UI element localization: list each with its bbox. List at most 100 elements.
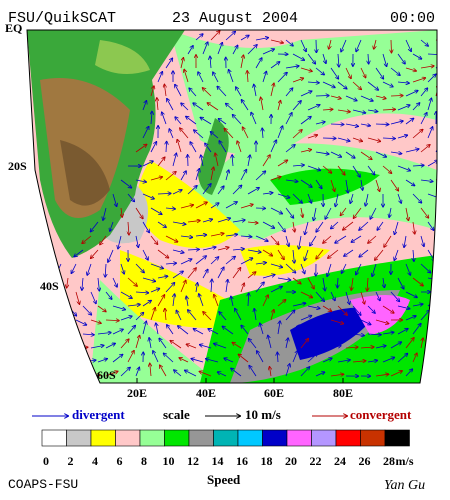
wind-vector <box>375 67 383 79</box>
wind-vector <box>315 67 324 75</box>
wind-vector <box>345 319 356 325</box>
wind-vector <box>322 305 331 311</box>
wind-vector <box>316 221 324 232</box>
wind-vector <box>242 100 249 111</box>
wind-vector <box>307 353 317 363</box>
wind-vector <box>157 249 168 258</box>
wind-vector <box>262 49 274 55</box>
wind-vector <box>198 72 204 83</box>
wind-vector <box>345 95 357 101</box>
wind-vector <box>337 334 349 335</box>
lon-label: 80E <box>333 386 353 400</box>
wind-vector <box>177 140 182 153</box>
wind-vector <box>156 323 158 335</box>
wind-vector <box>165 172 176 181</box>
wind-vector <box>255 263 266 264</box>
colorbar-swatch <box>139 429 165 447</box>
wind-vector <box>127 304 140 306</box>
wind-vector <box>342 263 347 273</box>
wind-vector <box>316 249 324 259</box>
legend-divergent: divergent <box>72 407 125 422</box>
wind-vector <box>191 359 204 363</box>
wind-vector <box>105 320 119 321</box>
wind-vector <box>337 360 350 362</box>
wind-vector <box>368 53 369 64</box>
colorbar-label: 28 <box>383 454 395 468</box>
wind-vector <box>360 67 366 77</box>
wind-vector <box>127 277 137 286</box>
wind-vector <box>412 103 420 111</box>
wind-vector <box>277 160 287 167</box>
wind-vector <box>262 221 274 228</box>
wind-vector <box>180 281 186 293</box>
wind-vector <box>201 155 204 167</box>
wind-vector <box>217 218 230 223</box>
colorbar-label: 16 <box>236 454 248 468</box>
colorbar-label: 2 <box>68 454 74 468</box>
wind-vector <box>52 360 63 362</box>
wind-vector <box>270 207 282 214</box>
wind-vector <box>224 358 234 363</box>
wind-vector <box>375 374 389 376</box>
wind-vector <box>215 153 219 167</box>
wind-vector <box>135 367 139 377</box>
wind-vector <box>404 235 406 247</box>
wind-vector <box>292 277 301 284</box>
wind-vector <box>443 295 448 306</box>
footer-left: COAPS-FSU <box>8 477 78 492</box>
wind-vector <box>195 34 203 41</box>
wind-vector <box>360 291 364 304</box>
wind-vector <box>120 367 130 377</box>
wind-vector <box>213 72 219 83</box>
wind-vector <box>120 179 131 188</box>
wind-vector <box>292 351 298 363</box>
wind-vector <box>405 263 410 275</box>
wind-vector <box>74 249 84 257</box>
wind-vector <box>307 305 320 308</box>
wind-vector <box>175 117 182 125</box>
colorbar-swatch <box>115 429 141 447</box>
wind-vector <box>186 296 188 307</box>
wind-vector <box>394 221 399 234</box>
wind-vector <box>405 316 416 321</box>
wind-vector <box>270 235 279 244</box>
wind-vector <box>207 103 219 111</box>
colorbar-label: 12 <box>187 454 199 468</box>
wind-vector <box>420 207 428 218</box>
wind-vector <box>352 137 362 141</box>
wind-vector <box>375 249 384 260</box>
wind-vector <box>270 263 282 267</box>
wind-vector <box>345 123 358 126</box>
wind-vector <box>165 263 176 264</box>
wind-vector <box>382 165 391 173</box>
wind-vector <box>443 250 450 256</box>
wind-vector <box>240 35 249 41</box>
wind-vector <box>292 325 299 335</box>
wind-vector <box>300 91 312 97</box>
wind-vector <box>142 321 146 335</box>
wind-vector <box>315 372 324 377</box>
wind-vector <box>292 130 302 139</box>
wind-vector <box>255 171 265 181</box>
wind-vector <box>159 338 167 349</box>
wind-vector <box>255 58 262 69</box>
wind-vector <box>128 221 129 235</box>
wind-vector <box>412 353 417 363</box>
wind-vector <box>120 316 132 321</box>
wind-vector <box>262 155 270 167</box>
wind-vector <box>330 319 343 324</box>
wind-vector <box>390 121 403 125</box>
wind-vector <box>60 319 73 325</box>
lat-label: 40S <box>40 279 59 293</box>
wind-vector <box>305 249 309 260</box>
colorbar-label: 6 <box>117 454 123 468</box>
wind-vector <box>167 325 174 335</box>
wind-vector <box>225 32 235 41</box>
wind-vector <box>443 49 450 54</box>
wind-vector <box>367 81 378 90</box>
wind-vector <box>390 371 402 377</box>
wind-vector <box>260 323 264 335</box>
wind-vector <box>127 351 134 363</box>
wind-vector <box>255 282 264 293</box>
wind-vector <box>240 204 253 209</box>
